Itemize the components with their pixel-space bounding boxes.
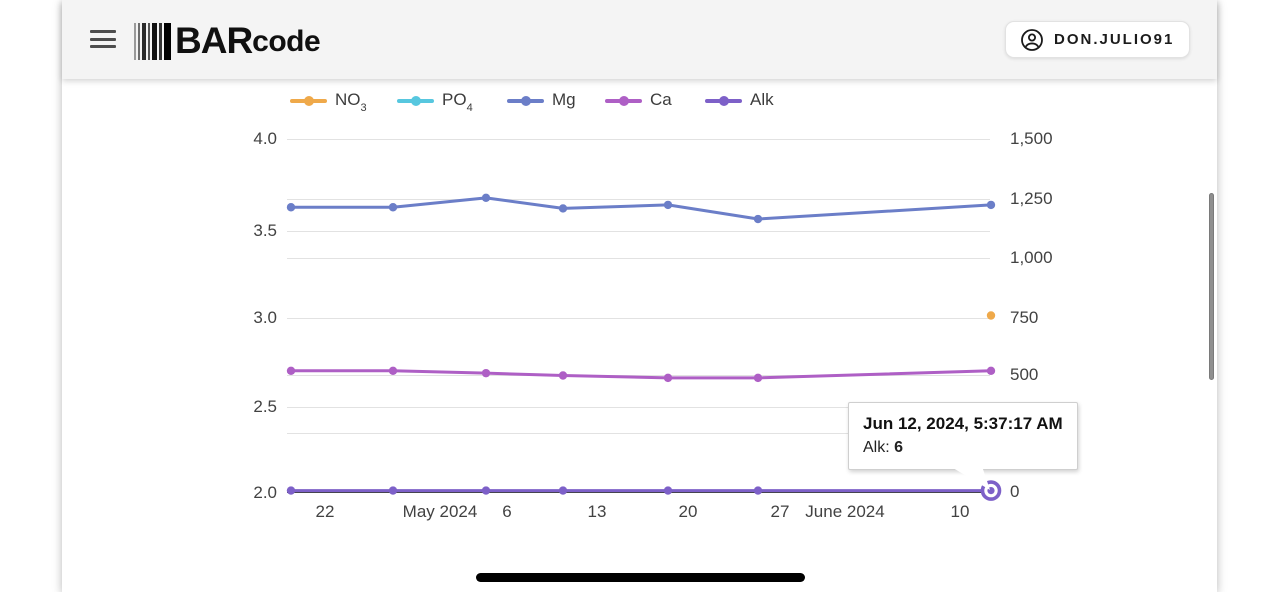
legend-item-no3: NO3 — [290, 89, 367, 115]
legend-marker-alk — [705, 96, 742, 106]
legend-marker-mg — [507, 96, 544, 106]
gridline — [287, 375, 990, 376]
left-axis-tick: 3.0 — [253, 308, 277, 327]
data-point-Alk[interactable] — [388, 486, 398, 495]
data-point-Ca[interactable] — [753, 373, 763, 383]
data-point-Alk[interactable] — [663, 486, 673, 495]
data-point-Ca[interactable] — [481, 368, 491, 378]
x-axis-tick: 27 — [770, 502, 790, 521]
data-point-Alk[interactable] — [558, 486, 568, 495]
brand-text-bar: BAR — [175, 20, 253, 61]
legend-item-po4: PO4 — [397, 89, 473, 115]
home-indicator-bar[interactable] — [476, 573, 805, 582]
legend-marker-po4 — [397, 96, 434, 106]
data-point-Alk[interactable] — [286, 486, 296, 495]
legend-item-alk: Alk — [705, 90, 774, 112]
data-point-Mg[interactable] — [481, 193, 491, 203]
app-logo[interactable]: BAR code — [134, 20, 321, 61]
tooltip-value-line: Alk: 6 — [863, 439, 904, 456]
user-icon — [1021, 28, 1043, 51]
data-point-Ca[interactable] — [986, 366, 996, 376]
gridline — [287, 139, 990, 140]
gridline — [287, 433, 990, 434]
brand-text-code: code — [252, 25, 321, 58]
x-axis-tick: 6 — [502, 502, 512, 521]
gridline — [287, 407, 990, 408]
legend-label-alk: Alk — [750, 89, 774, 109]
data-point-Mg[interactable] — [558, 204, 568, 213]
data-point-Ca[interactable] — [558, 371, 568, 380]
data-point-Alk[interactable] — [753, 486, 763, 495]
user-name: DON.JULIO91 — [1054, 31, 1175, 48]
legend-item-mg: Mg — [507, 90, 576, 112]
left-axis-tick: 2.0 — [253, 483, 277, 502]
chart-tooltip: Jun 12, 2024, 5:37:17 AM Alk: 6 — [848, 402, 1078, 470]
data-point-Mg[interactable] — [986, 200, 996, 210]
x-axis-tick: 20 — [678, 502, 698, 521]
legend-item-ca: Ca — [605, 90, 672, 112]
gridline — [287, 199, 990, 200]
data-point-Ca[interactable] — [286, 366, 296, 376]
left-axis-tick: 3.5 — [253, 221, 277, 240]
data-point-Ca[interactable] — [663, 373, 673, 383]
x-axis-tick: 22 — [315, 502, 335, 521]
right-axis-tick: 1,250 — [1010, 189, 1053, 208]
data-point-Ca[interactable] — [388, 366, 398, 376]
gridline — [287, 231, 990, 232]
data-point-Mg[interactable] — [753, 214, 763, 224]
x-axis-tick: 10 — [950, 502, 970, 521]
user-menu-button[interactable]: DON.JULIO91 — [1005, 21, 1190, 58]
right-axis-tick: 1,500 — [1010, 129, 1053, 148]
app-container — [62, 0, 1217, 592]
legend-label-no3: NO3 — [335, 89, 367, 115]
data-point-Mg[interactable] — [286, 203, 296, 212]
legend-label-ca: Ca — [650, 89, 672, 109]
left-axis-tick: 2.5 — [253, 397, 277, 416]
vertical-scrollbar-thumb[interactable] — [1209, 193, 1214, 380]
data-point-Alk[interactable] — [481, 486, 491, 495]
x-axis-tick: 13 — [587, 502, 607, 521]
legend-marker-no3 — [290, 96, 327, 106]
gridline — [287, 258, 990, 259]
legend-label-mg: Mg — [552, 89, 576, 109]
gridline — [287, 318, 990, 319]
barcode-icon — [134, 23, 173, 60]
data-point-Mg[interactable] — [388, 203, 398, 212]
right-axis-tick: 0 — [1010, 482, 1020, 501]
left-axis-tick: 4.0 — [253, 129, 277, 148]
right-axis-tick: 1,000 — [1010, 248, 1053, 267]
legend-label-po4: PO4 — [442, 89, 473, 115]
menu-icon[interactable] — [90, 30, 116, 48]
data-point-Mg[interactable] — [663, 200, 673, 210]
app-header: BAR code DON.JULIO91 — [62, 0, 1217, 79]
tooltip-title: Jun 12, 2024, 5:37:17 AM — [863, 414, 1063, 433]
right-axis-tick: 750 — [1010, 308, 1039, 327]
data-point-NO3[interactable] — [986, 311, 996, 320]
right-axis-tick: 500 — [1010, 365, 1039, 384]
x-axis-tick: June 2024 — [805, 502, 885, 521]
x-axis-tick: May 2024 — [402, 502, 478, 521]
legend-marker-ca — [605, 96, 642, 106]
